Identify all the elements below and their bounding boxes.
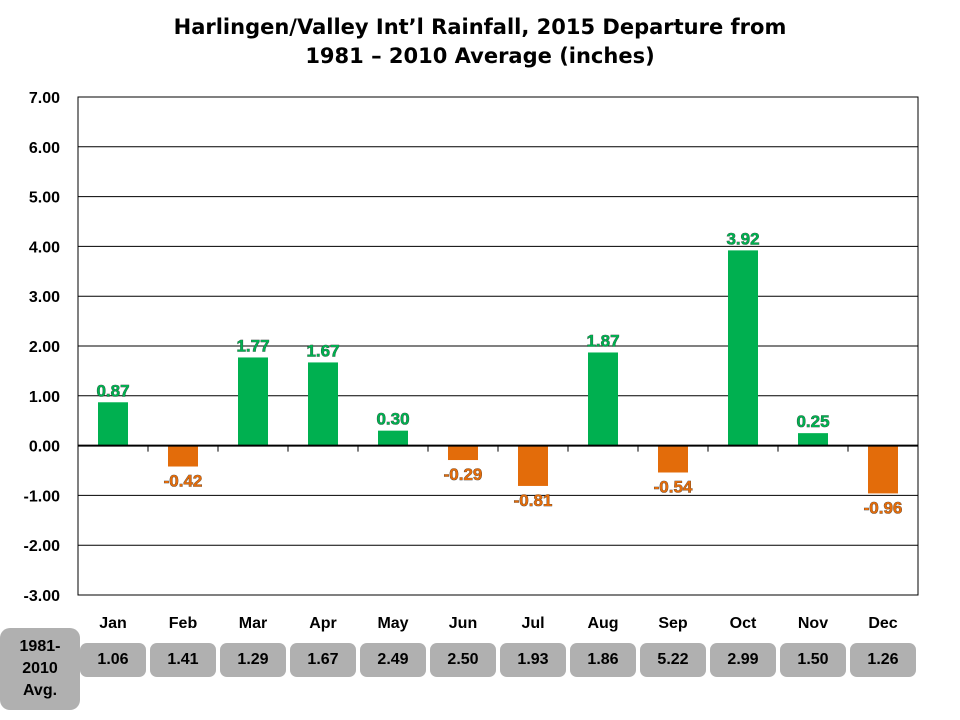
x-tick-label: Sep: [658, 615, 688, 632]
average-value-sep: 5.22: [640, 643, 706, 677]
average-value-feb: 1.41: [150, 643, 216, 677]
data-label: -0.29: [444, 465, 483, 484]
data-label: 0.30: [376, 410, 409, 429]
average-value-oct: 2.99: [710, 643, 776, 677]
bar-nov: [798, 433, 828, 446]
average-value-may: 2.49: [360, 643, 426, 677]
y-tick-label: 0.00: [29, 439, 60, 456]
y-tick-label: 1.00: [29, 389, 60, 406]
y-tick-label: 6.00: [29, 140, 60, 157]
data-label: 1.87: [586, 331, 619, 350]
bar-jan: [98, 402, 128, 446]
x-tick-label: Jan: [99, 615, 127, 632]
bar-may: [378, 430, 408, 446]
data-label: 3.92: [726, 229, 759, 248]
data-label: 0.25: [796, 412, 829, 431]
bar-dec: [868, 445, 898, 494]
chart-title-line-1: Harlingen/Valley Int’l Rainfall, 2015 De…: [173, 15, 787, 39]
data-label: -0.42: [164, 472, 203, 491]
x-tick-label: Feb: [169, 615, 198, 632]
average-value-nov: 1.50: [780, 643, 846, 677]
y-tick-label: -1.00: [24, 488, 61, 505]
average-value-dec: 1.26: [850, 643, 916, 677]
x-tick-label: Jun: [449, 615, 477, 632]
data-label: -0.54: [654, 477, 693, 496]
y-tick-label: -2.00: [24, 538, 61, 555]
bar-aug: [588, 352, 618, 446]
y-tick-label: -3.00: [24, 588, 61, 605]
bar-jul: [518, 445, 548, 486]
y-tick-label: 5.00: [29, 190, 60, 207]
average-value-aug: 1.86: [570, 643, 636, 677]
bar-oct: [728, 250, 758, 446]
y-tick-label: 2.00: [29, 339, 60, 356]
x-tick-label: Apr: [309, 615, 337, 632]
data-label: 0.87: [96, 381, 129, 400]
data-label: -0.81: [514, 491, 553, 510]
x-tick-label: Jul: [521, 615, 544, 632]
data-label: -0.96: [864, 498, 903, 517]
x-tick-label: Mar: [239, 615, 267, 632]
data-label: 1.77: [236, 336, 269, 355]
y-tick-label: 7.00: [29, 90, 60, 107]
average-value-jan: 1.06: [80, 643, 146, 677]
bar-feb: [168, 445, 198, 467]
average-value-jul: 1.93: [500, 643, 566, 677]
bar-apr: [308, 362, 338, 446]
average-value-apr: 1.67: [290, 643, 356, 677]
x-tick-label: Nov: [798, 615, 828, 632]
averages-row-label: 1981- 2010 Avg.: [0, 628, 80, 710]
average-value-jun: 2.50: [430, 643, 496, 677]
x-tick-label: Dec: [868, 615, 897, 632]
chart-title-line-2: 1981 – 2010 Average (inches): [305, 44, 655, 68]
x-tick-label: Oct: [730, 615, 757, 632]
x-tick-label: May: [377, 615, 408, 632]
plot-area-border: [77, 96, 919, 596]
x-tick-label: Aug: [587, 615, 618, 632]
bar-jun: [448, 445, 478, 461]
data-label: 1.67: [306, 341, 339, 360]
y-tick-label: 4.00: [29, 239, 60, 256]
average-value-mar: 1.29: [220, 643, 286, 677]
bar-sep: [658, 445, 688, 473]
y-tick-label: 3.00: [29, 289, 60, 306]
bar-mar: [238, 357, 268, 446]
